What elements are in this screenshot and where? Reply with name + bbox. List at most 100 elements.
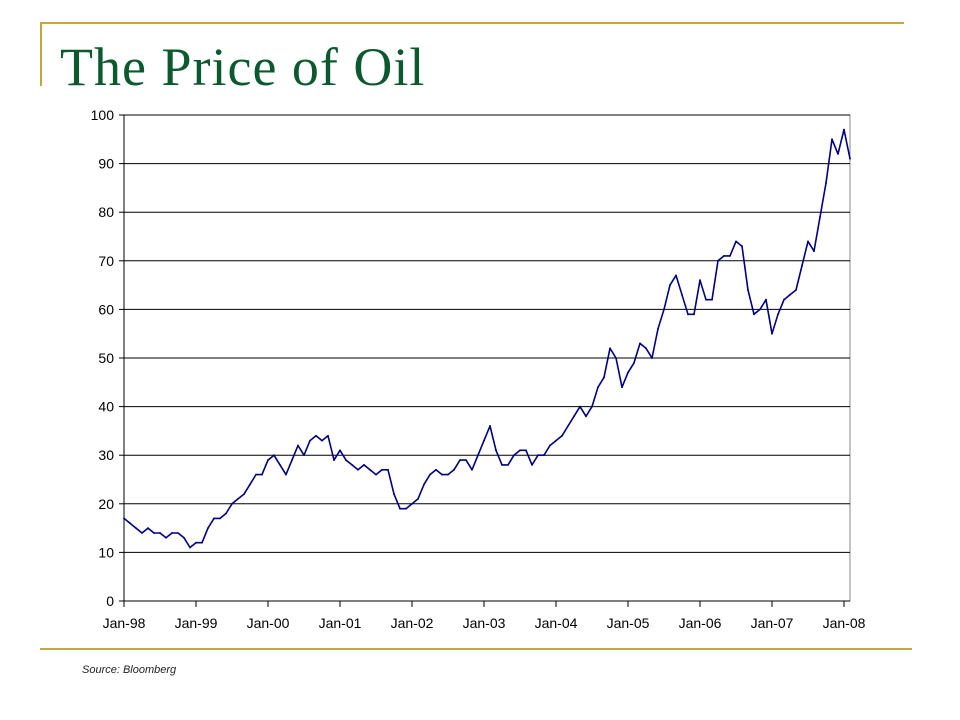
- data-point: [387, 468, 389, 471]
- data-point: [453, 468, 455, 471]
- data-point: [711, 298, 713, 301]
- data-point: [435, 468, 437, 471]
- chart-svg: 0 10 20 30 40 50 60 70 80 90 100 Jan-98 Jan-99 Jan-00…: [91, 107, 866, 631]
- data-point: [723, 255, 725, 257]
- data-point: [819, 216, 821, 218]
- top-rule: [40, 22, 904, 24]
- data-point: [831, 138, 833, 141]
- data-point: [609, 347, 611, 350]
- data-point: [849, 157, 851, 160]
- data-point: [597, 386, 599, 389]
- source-note: Source: Bloomberg: [82, 664, 177, 676]
- data-point: [345, 459, 347, 461]
- data-point: [825, 182, 827, 184]
- data-point: [129, 522, 131, 525]
- data-point: [135, 527, 137, 529]
- data-point: [573, 415, 575, 418]
- data-point: [615, 357, 617, 359]
- data-point: [669, 284, 671, 286]
- data-point: [705, 298, 707, 301]
- data-point: [201, 541, 203, 544]
- data-point: [477, 454, 479, 457]
- data-point: [165, 536, 167, 539]
- y-tick-label: 60: [98, 301, 114, 317]
- data-point: [291, 459, 293, 461]
- data-point: [579, 405, 581, 408]
- data-point: [261, 473, 263, 476]
- data-point: [363, 464, 365, 466]
- data-point: [123, 517, 125, 520]
- data-point: [813, 250, 815, 253]
- data-point: [411, 502, 413, 505]
- data-point: [585, 415, 587, 418]
- y-tick-label: 0: [106, 593, 114, 609]
- data-point: [555, 439, 557, 442]
- data-point: [351, 464, 353, 466]
- left-rule: [40, 22, 42, 86]
- x-tick-label: Jan-07: [751, 615, 794, 631]
- data-point: [837, 153, 839, 155]
- data-point: [399, 507, 401, 510]
- data-point: [627, 371, 629, 374]
- y-tick-label: 50: [98, 350, 114, 366]
- data-point: [327, 434, 329, 437]
- data-point: [225, 512, 227, 515]
- data-point: [231, 502, 233, 505]
- data-point: [621, 386, 623, 389]
- data-point: [465, 459, 467, 461]
- data-point: [267, 459, 269, 461]
- data-point: [633, 362, 635, 364]
- data-point: [687, 313, 689, 316]
- data-point: [639, 342, 641, 345]
- data-point: [663, 308, 665, 311]
- data-point: [429, 473, 431, 476]
- data-point: [459, 459, 461, 461]
- data-point: [141, 532, 143, 534]
- data-point: [513, 454, 515, 457]
- data-point: [237, 498, 239, 500]
- data-point: [195, 541, 197, 544]
- x-tick-label: Jan-08: [823, 615, 866, 631]
- data-point: [207, 527, 209, 529]
- data-point: [159, 532, 161, 534]
- x-tick-label: Jan-02: [391, 615, 434, 631]
- data-point: [405, 507, 407, 510]
- series-line: [123, 128, 851, 549]
- data-point: [735, 240, 737, 243]
- data-point: [171, 532, 173, 534]
- data-point: [417, 498, 419, 500]
- x-tick-label: Jan-99: [175, 615, 218, 631]
- data-point: [189, 546, 191, 549]
- data-point: [807, 240, 809, 243]
- data-point: [783, 298, 785, 301]
- data-point: [279, 464, 281, 466]
- data-point: [309, 439, 311, 442]
- data-point: [531, 464, 533, 466]
- data-point: [591, 405, 593, 408]
- data-point: [519, 449, 521, 452]
- data-point: [315, 434, 317, 437]
- data-point: [375, 473, 377, 476]
- data-point: [717, 259, 719, 262]
- data-point: [471, 468, 473, 471]
- slide-title: The Price of Oil: [60, 37, 426, 97]
- data-point: [759, 308, 761, 311]
- data-point: [843, 128, 845, 131]
- data-point: [381, 468, 383, 471]
- data-point: [537, 454, 539, 457]
- data-point: [495, 449, 497, 452]
- data-point: [693, 313, 695, 316]
- data-point: [525, 449, 527, 452]
- data-point: [543, 454, 545, 457]
- data-point: [243, 493, 245, 495]
- data-point: [777, 313, 779, 316]
- data-point: [765, 298, 767, 301]
- data-point: [771, 332, 773, 335]
- data-point: [789, 293, 791, 296]
- data-point: [549, 444, 551, 447]
- data-point: [441, 473, 443, 476]
- data-point: [321, 439, 323, 442]
- data-point: [729, 255, 731, 257]
- data-point: [255, 473, 257, 476]
- y-tick-label: 100: [91, 107, 115, 123]
